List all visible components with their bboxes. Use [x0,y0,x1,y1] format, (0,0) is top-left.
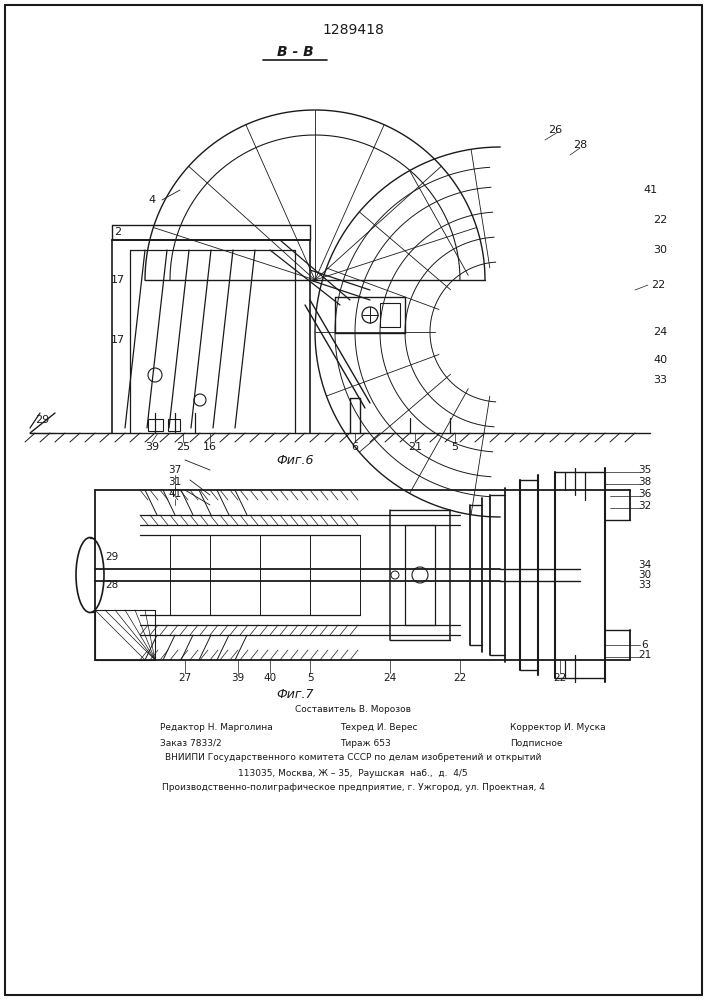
Text: 27: 27 [178,673,192,683]
Text: 31: 31 [168,477,182,487]
Text: 22: 22 [554,673,566,683]
Text: 32: 32 [638,501,652,511]
Text: 21: 21 [408,442,422,452]
Text: 5: 5 [452,442,459,452]
Text: 29: 29 [105,552,119,562]
Text: 6: 6 [351,442,358,452]
Text: 5: 5 [307,673,313,683]
Text: 30: 30 [638,570,652,580]
Text: 40: 40 [264,673,276,683]
Text: 39: 39 [145,442,159,452]
Text: 40: 40 [653,355,667,365]
Text: 22: 22 [651,280,665,290]
Text: 34: 34 [638,560,652,570]
Bar [148,419,163,431]
Text: 28: 28 [105,580,119,590]
Bar [168,419,180,431]
Text: 113035, Москва, Ж – 35,  Раушская  наб.,  д.  4/5: 113035, Москва, Ж – 35, Раушская наб., д… [238,768,468,778]
Text: 37: 37 [168,465,182,475]
Text: Фиг.7: Фиг.7 [276,688,314,702]
Text: Корректор И. Муска: Корректор И. Муска [510,724,606,732]
Text: ВНИИПИ Государственного комитета СССР по делам изобретений и открытий: ВНИИПИ Государственного комитета СССР по… [165,754,541,762]
Text: 24: 24 [653,327,667,337]
Text: Заказ 7833/2: Заказ 7833/2 [160,738,221,748]
Text: 33: 33 [638,580,652,590]
Text: 17: 17 [111,275,125,285]
Text: 35: 35 [638,465,652,475]
Text: Производственно-полиграфическое предприятие, г. Ужгород, ул. Проектная, 4: Производственно-полиграфическое предприя… [162,784,544,792]
Text: 22: 22 [653,215,667,225]
Text: 24: 24 [383,673,397,683]
Text: 41: 41 [643,185,657,195]
Text: 2: 2 [115,227,122,237]
Text: B - B: B - B [276,45,313,59]
Text: 29: 29 [35,415,49,425]
Text: 25: 25 [176,442,190,452]
Text: 28: 28 [573,140,587,150]
Text: Тираж 653: Тираж 653 [340,738,391,748]
Text: 22: 22 [453,673,467,683]
Text: 39: 39 [231,673,245,683]
Text: 21: 21 [638,650,652,660]
Text: Составитель В. Морозов: Составитель В. Морозов [295,706,411,714]
Text: 36: 36 [638,489,652,499]
Text: 41: 41 [168,489,182,499]
Text: 17: 17 [111,335,125,345]
Text: 26: 26 [548,125,562,135]
Bar [380,303,400,327]
Text: Редактор Н. Марголина: Редактор Н. Марголина [160,724,273,732]
Text: Подписное: Подписное [510,738,563,748]
Text: 1289418: 1289418 [322,23,384,37]
Text: 33: 33 [653,375,667,385]
Text: 30: 30 [653,245,667,255]
Text: 6: 6 [642,640,648,650]
Text: 16: 16 [203,442,217,452]
Text: Техред И. Верес: Техред И. Верес [340,724,418,732]
Text: 38: 38 [638,477,652,487]
Text: Фиг.6: Фиг.6 [276,454,314,466]
Text: 4: 4 [148,195,156,205]
